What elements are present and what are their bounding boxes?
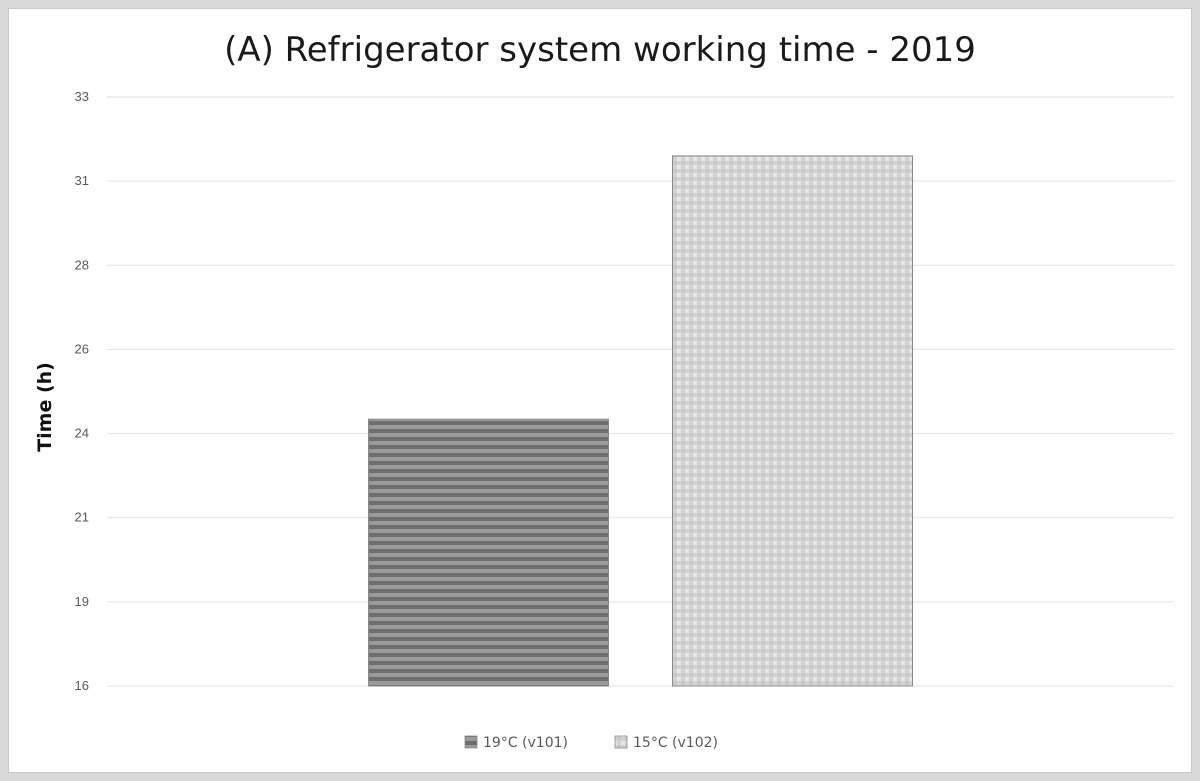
legend-label-2: 15°C (v102): [633, 735, 718, 751]
legend-swatch-1: [464, 735, 478, 749]
y-axis-label: Time (h): [34, 362, 56, 452]
bars: [368, 155, 913, 687]
gridlines: [107, 96, 1174, 687]
y-tick-label: 28: [75, 257, 89, 272]
legend-label-1: 19°C (v101): [483, 735, 568, 751]
bar-chart: (A) Refrigerator system working time - 2…: [34, 30, 1174, 751]
y-tick-label: 24: [75, 426, 89, 441]
y-tick-label: 21: [75, 510, 89, 525]
y-tick-label: 19: [75, 594, 89, 609]
y-axis-ticks: 16 19 21 24 26 28 31 33: [75, 89, 89, 693]
y-tick-label: 33: [75, 89, 89, 104]
chart-frame: (A) Refrigerator system working time - 2…: [8, 8, 1192, 773]
y-tick-label: 16: [75, 678, 89, 693]
legend: 19°C (v101) 15°C (v102): [464, 735, 718, 751]
y-tick-label: 26: [75, 341, 89, 356]
bar-series-2: [672, 155, 913, 687]
y-tick-label: 31: [75, 173, 89, 188]
chart-title: (A) Refrigerator system working time - 2…: [224, 30, 976, 70]
legend-swatch-2: [614, 735, 628, 749]
bar-series-1: [368, 418, 609, 687]
